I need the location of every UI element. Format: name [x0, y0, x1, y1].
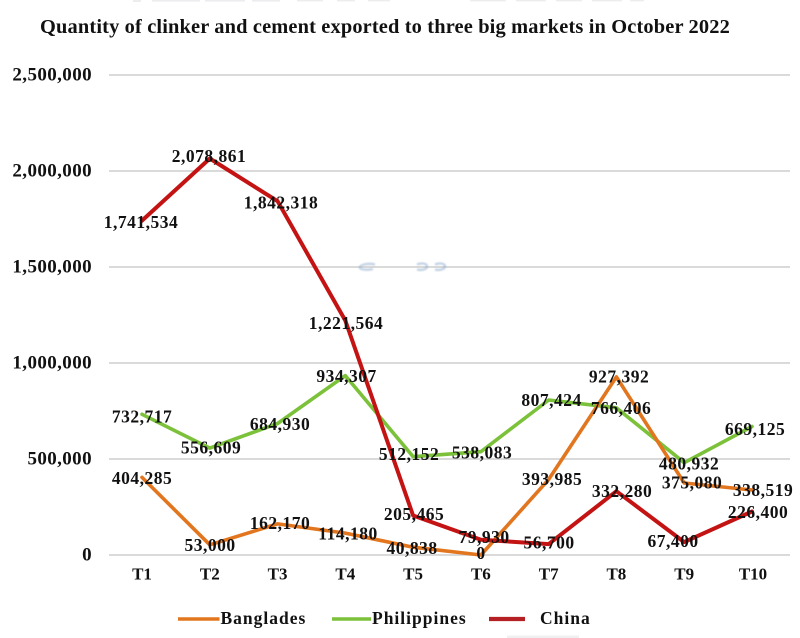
svg-text:1,000,000: 1,000,000 — [12, 353, 92, 374]
svg-text:538,083: 538,083 — [452, 442, 512, 462]
svg-text:732,717: 732,717 — [112, 406, 172, 426]
svg-text:1,842,318: 1,842,318 — [244, 192, 319, 212]
svg-text:934,307: 934,307 — [316, 366, 376, 386]
svg-text:T8: T8 — [606, 565, 626, 584]
svg-text:226,400: 226,400 — [728, 502, 788, 522]
svg-text:T4: T4 — [335, 565, 355, 584]
svg-text:67,400: 67,400 — [647, 531, 698, 551]
svg-text:1,500,000: 1,500,000 — [12, 257, 92, 278]
svg-text:404,285: 404,285 — [112, 468, 172, 488]
svg-text:114,180: 114,180 — [318, 523, 377, 543]
svg-text:2,000,000: 2,000,000 — [12, 161, 92, 182]
svg-text:332,280: 332,280 — [592, 481, 652, 501]
svg-text:162,170: 162,170 — [250, 513, 310, 533]
svg-text:766,406: 766,406 — [591, 398, 651, 418]
svg-text:56,700: 56,700 — [523, 532, 574, 552]
svg-text:T7: T7 — [539, 565, 559, 584]
svg-text:393,985: 393,985 — [522, 469, 582, 489]
svg-text:205,465: 205,465 — [384, 504, 444, 524]
svg-text:0: 0 — [476, 543, 485, 563]
svg-text:480,932: 480,932 — [659, 453, 719, 473]
svg-text:375,080: 375,080 — [662, 472, 722, 492]
svg-text:1,221,564: 1,221,564 — [309, 313, 384, 333]
svg-text:0: 0 — [82, 545, 92, 566]
svg-text:512,152: 512,152 — [379, 444, 439, 464]
svg-text:T1: T1 — [132, 565, 152, 584]
svg-text:927,392: 927,392 — [589, 366, 649, 386]
svg-text:Philippines: Philippines — [372, 608, 467, 628]
svg-text:500,000: 500,000 — [27, 449, 92, 470]
svg-text:684,930: 684,930 — [250, 414, 310, 434]
svg-text:556,609: 556,609 — [181, 437, 241, 457]
svg-text:T5: T5 — [403, 565, 423, 584]
svg-text:China: China — [540, 608, 591, 628]
svg-text:807,424: 807,424 — [521, 390, 581, 410]
svg-text:T2: T2 — [200, 565, 220, 584]
svg-text:T10: T10 — [739, 565, 767, 584]
svg-text:40,838: 40,838 — [386, 538, 437, 558]
svg-text:79,930: 79,930 — [458, 527, 509, 547]
svg-text:Banglades: Banglades — [221, 608, 307, 628]
svg-text:T6: T6 — [471, 565, 491, 584]
svg-text:2,500,000: 2,500,000 — [12, 65, 92, 86]
svg-text:Quantity of clinker and cement: Quantity of clinker and cement exported … — [40, 16, 730, 38]
svg-text:338,519: 338,519 — [733, 480, 793, 500]
svg-text:669,125: 669,125 — [725, 419, 785, 439]
svg-text:2,078,861: 2,078,861 — [172, 146, 247, 166]
svg-text:53,000: 53,000 — [184, 535, 235, 555]
svg-text:1,741,534: 1,741,534 — [104, 212, 179, 232]
svg-text:T3: T3 — [268, 565, 288, 584]
svg-text:T9: T9 — [674, 565, 694, 584]
